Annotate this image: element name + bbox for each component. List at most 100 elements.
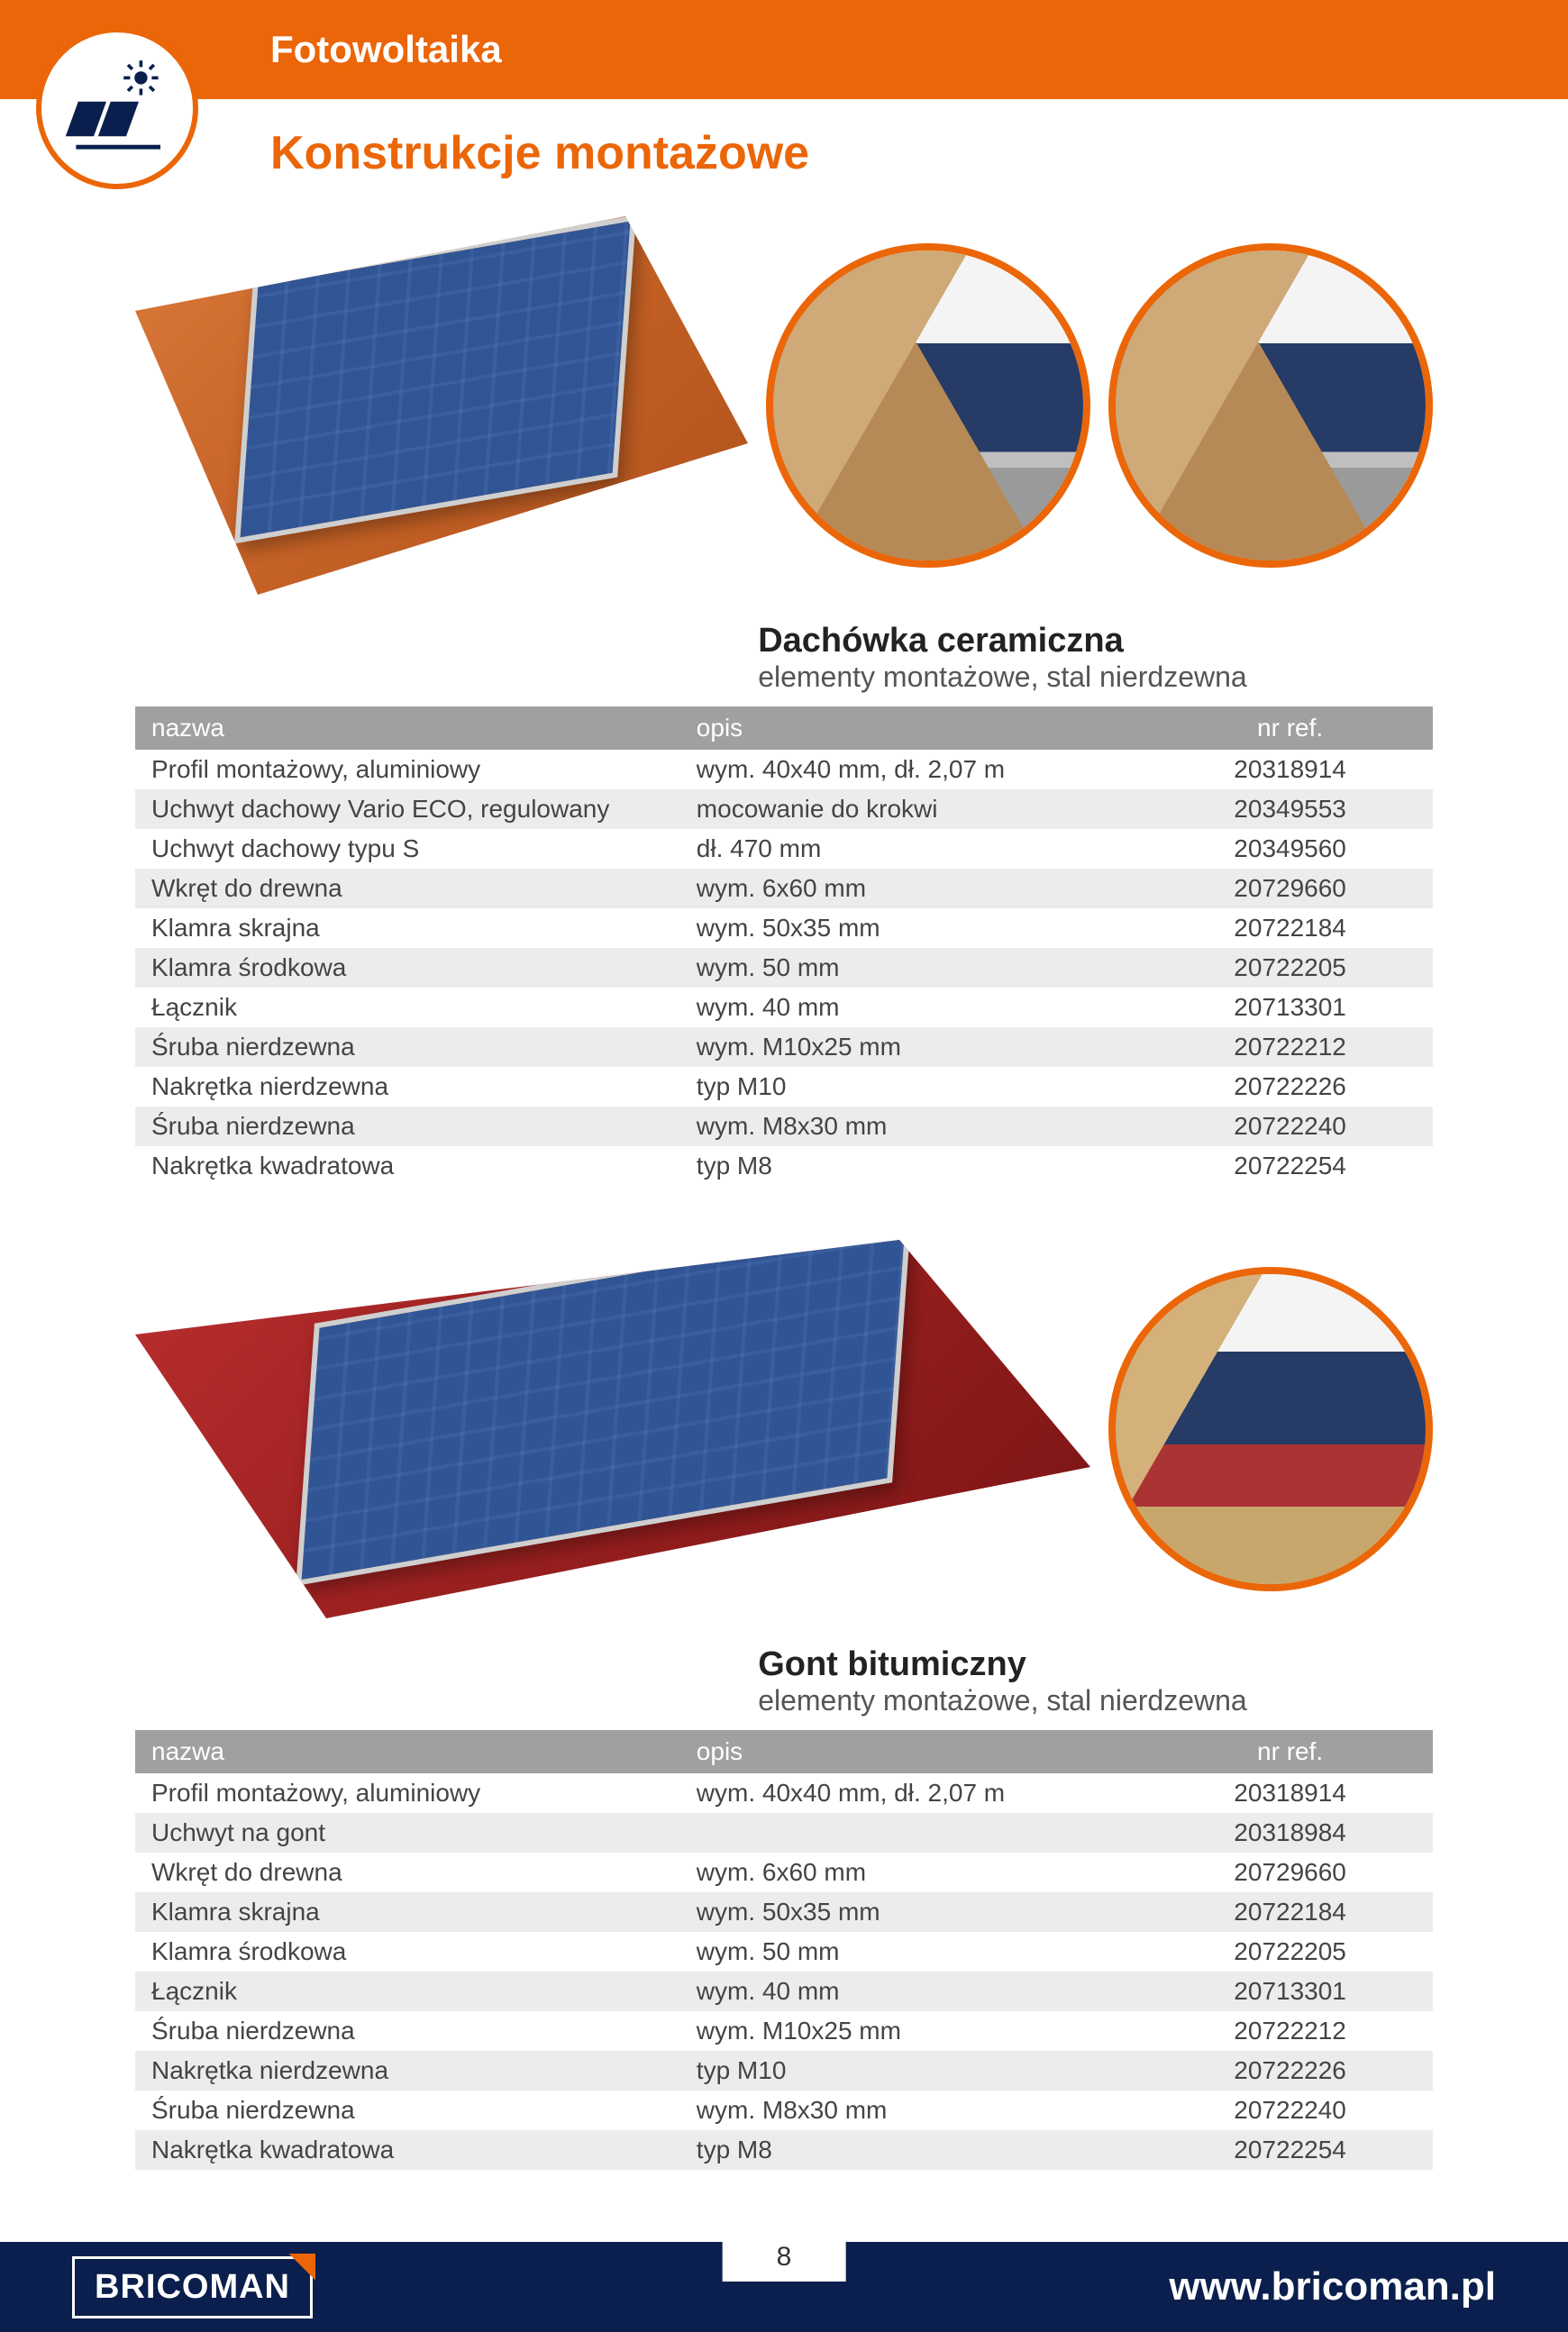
page-number: 8 — [723, 2226, 846, 2282]
table-cell: wym. 50 mm — [680, 1932, 1147, 1972]
table-row: Nakrętka kwadratowatyp M820722254 — [135, 1146, 1433, 1186]
table-row: Klamra skrajnawym. 50x35 mm20722184 — [135, 908, 1433, 948]
table-row: Uchwyt dachowy Vario ECO, regulowanymoco… — [135, 789, 1433, 829]
bitumen-title: Gont bitumiczny — [758, 1645, 1433, 1684]
bitumen-heading: Gont bitumiczny elementy montażowe, stal… — [135, 1645, 1433, 1717]
table-cell: Śruba nierdzewna — [135, 1027, 680, 1067]
table-row: Uchwyt na gont 20318984 — [135, 1813, 1433, 1853]
table-row: Śruba nierdzewnawym. M10x25 mm20722212 — [135, 1027, 1433, 1067]
bitumen-tbody: Profil montażowy, aluminiowywym. 40x40 m… — [135, 1773, 1433, 2170]
table-row: Profil montażowy, aluminiowywym. 40x40 m… — [135, 1773, 1433, 1813]
col-name: nazwa — [135, 1730, 680, 1773]
table-cell: Śruba nierdzewna — [135, 2091, 680, 2130]
table-cell: 20713301 — [1147, 988, 1433, 1027]
table-cell: Uchwyt na gont — [135, 1813, 680, 1853]
table-row: Nakrętka nierdzewnatyp M1020722226 — [135, 1067, 1433, 1107]
table-cell: typ M8 — [680, 1146, 1147, 1186]
table-cell: wym. M10x25 mm — [680, 1027, 1147, 1067]
table-row: Nakrętka nierdzewnatyp M1020722226 — [135, 2051, 1433, 2091]
table-cell: 20713301 — [1147, 1972, 1433, 2011]
category-label: Fotowoltaika — [270, 28, 502, 71]
table-cell: 20318914 — [1147, 1773, 1433, 1813]
table-row: Klamra środkowawym. 50 mm20722205 — [135, 948, 1433, 988]
table-cell — [680, 1813, 1147, 1853]
table-cell: 20722226 — [1147, 2051, 1433, 2091]
category-icon-badge — [36, 27, 198, 189]
table-header-row: nazwa opis nr ref. — [135, 1730, 1433, 1773]
ceramic-subtitle: elementy montażowe, stal nierdzewna — [758, 660, 1433, 694]
table-cell: Klamra skrajna — [135, 908, 680, 948]
col-ref: nr ref. — [1147, 706, 1433, 750]
table-row: Nakrętka kwadratowatyp M820722254 — [135, 2130, 1433, 2170]
table-row: Wkręt do drewnawym. 6x60 mm20729660 — [135, 1853, 1433, 1892]
table-cell: wym. 50 mm — [680, 948, 1147, 988]
table-row: Profil montażowy, aluminiowywym. 40x40 m… — [135, 750, 1433, 789]
section-ceramic: Dachówka ceramiczna elementy montażowe, … — [0, 216, 1568, 1240]
table-cell: Klamra skrajna — [135, 1892, 680, 1932]
table-cell: wym. M8x30 mm — [680, 1107, 1147, 1146]
table-cell: 20349560 — [1147, 829, 1433, 869]
table-row: Wkręt do drewnawym. 6x60 mm20729660 — [135, 869, 1433, 908]
table-row: Śruba nierdzewnawym. M8x30 mm20722240 — [135, 1107, 1433, 1146]
table-cell: Śruba nierdzewna — [135, 1107, 680, 1146]
table-cell: typ M10 — [680, 2051, 1147, 2091]
bitumen-spec-table: nazwa opis nr ref. Profil montażowy, alu… — [135, 1730, 1433, 2170]
table-row: Uchwyt dachowy typu Sdł. 470 mm20349560 — [135, 829, 1433, 869]
table-cell: 20722212 — [1147, 2011, 1433, 2051]
table-cell: 20349553 — [1147, 789, 1433, 829]
table-cell: wym. 40x40 mm, dł. 2,07 m — [680, 750, 1147, 789]
table-cell: 20729660 — [1147, 1853, 1433, 1892]
table-cell: 20722212 — [1147, 1027, 1433, 1067]
table-cell: wym. 40x40 mm, dł. 2,07 m — [680, 1773, 1147, 1813]
bitumen-roof-illustration — [135, 1240, 1090, 1618]
ceramic-roof-illustration — [135, 216, 748, 595]
page-subtitle: Konstrukcje montażowe — [0, 99, 1568, 216]
table-cell: wym. 40 mm — [680, 1972, 1147, 2011]
table-cell: Uchwyt dachowy typu S — [135, 829, 680, 869]
table-row: Łącznikwym. 40 mm20713301 — [135, 988, 1433, 1027]
header-band: Fotowoltaika — [0, 0, 1568, 99]
table-cell: 20722184 — [1147, 908, 1433, 948]
table-cell: typ M8 — [680, 2130, 1147, 2170]
table-row: Śruba nierdzewnawym. M8x30 mm20722240 — [135, 2091, 1433, 2130]
table-cell: wym. M10x25 mm — [680, 2011, 1147, 2051]
col-desc: opis — [680, 706, 1147, 750]
col-name: nazwa — [135, 706, 680, 750]
table-cell: 20729660 — [1147, 869, 1433, 908]
ceramic-imagery — [135, 216, 1433, 595]
bitumen-subtitle: elementy montażowe, stal nierdzewna — [758, 1684, 1433, 1717]
table-cell: Łącznik — [135, 1972, 680, 2011]
table-header-row: nazwa opis nr ref. — [135, 706, 1433, 750]
table-cell: Profil montażowy, aluminiowy — [135, 1773, 680, 1813]
table-row: Łącznikwym. 40 mm20713301 — [135, 1972, 1433, 2011]
table-cell: wym. 50x35 mm — [680, 1892, 1147, 1932]
bitumen-detail-1 — [1108, 1267, 1433, 1591]
ceramic-heading: Dachówka ceramiczna elementy montażowe, … — [135, 622, 1433, 694]
table-cell: Łącznik — [135, 988, 680, 1027]
ceramic-spec-table: nazwa opis nr ref. Profil montażowy, alu… — [135, 706, 1433, 1186]
table-cell: Wkręt do drewna — [135, 869, 680, 908]
table-cell: Wkręt do drewna — [135, 1853, 680, 1892]
table-cell: wym. 50x35 mm — [680, 908, 1147, 948]
table-cell: Nakrętka kwadratowa — [135, 1146, 680, 1186]
table-cell: dł. 470 mm — [680, 829, 1147, 869]
table-row: Śruba nierdzewnawym. M10x25 mm20722212 — [135, 2011, 1433, 2051]
table-cell: 20722240 — [1147, 1107, 1433, 1146]
catalog-page: Fotowoltaika Konstrukcje montażowe Dachó… — [0, 0, 1568, 2332]
table-cell: 20318914 — [1147, 750, 1433, 789]
brand-logo: BRICOMAN — [72, 2256, 313, 2318]
table-cell: 20318984 — [1147, 1813, 1433, 1853]
table-cell: Nakrętka kwadratowa — [135, 2130, 680, 2170]
table-cell: wym. 6x60 mm — [680, 1853, 1147, 1892]
table-cell: Uchwyt dachowy Vario ECO, regulowany — [135, 789, 680, 829]
table-cell: Nakrętka nierdzewna — [135, 1067, 680, 1107]
col-desc: opis — [680, 1730, 1147, 1773]
bitumen-imagery — [135, 1240, 1433, 1618]
solar-panel-overlay — [234, 216, 635, 543]
logo-accent-triangle — [288, 2254, 315, 2281]
brand-url: www.bricoman.pl — [1169, 2264, 1496, 2309]
table-cell: 20722205 — [1147, 1932, 1433, 1972]
ceramic-detail-1 — [766, 243, 1090, 568]
table-cell: wym. 40 mm — [680, 988, 1147, 1027]
table-cell: 20722184 — [1147, 1892, 1433, 1932]
